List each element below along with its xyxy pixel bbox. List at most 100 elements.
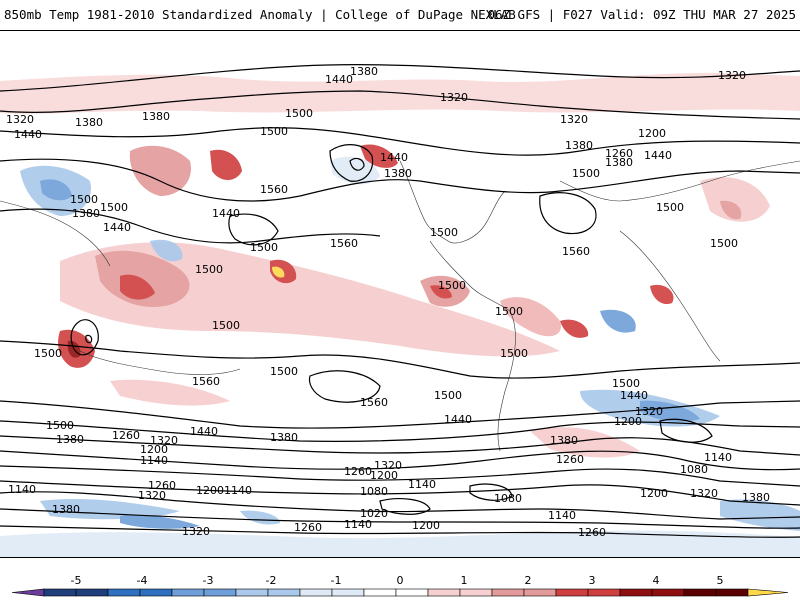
contour-label-1500: 1500 [710, 237, 738, 250]
contour-label-1320: 1320 [690, 487, 718, 500]
map-title: 850mb Temp 1981-2010 Standardized Anomal… [4, 7, 516, 22]
contour-label-1500: 1500 [285, 107, 313, 120]
colorbar-swatch-min-arrow [11, 588, 45, 597]
colorbar-swatch [235, 588, 269, 597]
contour-label-1440: 1440 [380, 151, 408, 164]
contour-label-1380: 1380 [550, 434, 578, 447]
warm-anomaly-shading [0, 72, 800, 458]
contour-label-1500: 1500 [270, 365, 298, 378]
colorbar-swatch [171, 588, 205, 597]
contour-label-1500: 1500 [34, 347, 62, 360]
contour-label-1380: 1380 [605, 156, 633, 169]
colorbar-svg: -5 -4 -3 -2 -1 0 1 2 3 4 5 [11, 574, 789, 597]
contour-label-1320: 1320 [718, 69, 746, 82]
contour-label-1380: 1380 [52, 503, 80, 516]
contour-label-1140: 1140 [408, 478, 436, 491]
contour-label-1500: 1500 [100, 201, 128, 214]
contour-label-1500: 1500 [430, 226, 458, 239]
contour-label-1500: 1500 [70, 193, 98, 206]
colorbar-tick-labels: -5 -4 -3 -2 -1 0 1 2 3 4 5 [71, 574, 724, 587]
colorbar-swatch [459, 588, 493, 597]
contour-label-1320: 1320 [440, 91, 468, 104]
contour-label-1080: 1080 [360, 485, 388, 498]
contour-label-1380: 1380 [270, 431, 298, 444]
contour-label-1440: 1440 [212, 207, 240, 220]
contour-label-1080: 1080 [680, 463, 708, 476]
contour-label-1380: 1380 [350, 65, 378, 78]
contour-label-1200: 1200 [140, 443, 168, 456]
contour-label-1320: 1320 [138, 489, 166, 502]
contour-label-1260: 1260 [148, 479, 176, 492]
contour-label-1260: 1260 [294, 521, 322, 534]
contour-label-1200: 1200 [412, 519, 440, 532]
contour-label-1440: 1440 [190, 425, 218, 438]
colorbar-swatch [587, 588, 621, 597]
contour-label-1560: 1560 [562, 245, 590, 258]
colorbar-swatch [363, 588, 397, 597]
model-valid-time: 06Z GFS | F027 Valid: 09Z THU MAR 27 202… [487, 7, 796, 22]
contour-label-1500: 1500 [46, 419, 74, 432]
colorbar-tick-label: 2 [525, 574, 532, 587]
contour-label-1200: 1200 [638, 127, 666, 140]
anomaly-map: 1380 1440 1320 1320 1320 1380 1380 1440 … [0, 30, 800, 558]
colorbar-swatch [107, 588, 141, 597]
colorbar-tick-label: -5 [71, 574, 82, 587]
contour-label-1260: 1260 [605, 147, 633, 160]
contour-label-1320: 1320 [560, 113, 588, 126]
contour-label-1500: 1500 [434, 389, 462, 402]
contour-label-1140: 1140 [140, 454, 168, 467]
colorbar-tick-label: 5 [717, 574, 724, 587]
contour-label-1260: 1260 [556, 453, 584, 466]
colorbar-swatch [683, 588, 717, 597]
contour-label-1440: 1440 [620, 389, 648, 402]
contour-label-1200: 1200 [614, 415, 642, 428]
contour-label-1500: 1500 [260, 125, 288, 138]
contour-label-1500: 1500 [195, 263, 223, 276]
colorbar-swatch [491, 588, 525, 597]
colorbar-swatch [715, 588, 749, 597]
contour-label-1260: 1260 [344, 465, 372, 478]
colorbar-swatch [43, 588, 77, 597]
colorbar-swatch-max-arrow [747, 588, 789, 597]
contour-label-1380: 1380 [75, 116, 103, 129]
colorbar-tick-label: 0 [397, 574, 404, 587]
contour-label-1380: 1380 [384, 167, 412, 180]
contour-label-1380: 1380 [72, 207, 100, 220]
contour-label-1380: 1380 [742, 491, 770, 504]
height-contours [0, 64, 800, 538]
contour-label-1140: 1140 [548, 509, 576, 522]
contour-label-1380: 1380 [142, 110, 170, 123]
colorbar-swatch [267, 588, 301, 597]
contour-label-1260: 1260 [112, 429, 140, 442]
contour-label-1440: 1440 [14, 128, 42, 141]
contour-label-1500: 1500 [495, 305, 523, 318]
contour-label-1320: 1320 [6, 113, 34, 126]
contour-label-1320: 1320 [182, 525, 210, 538]
contour-label-1200: 1200 [640, 487, 668, 500]
colorbar-tick-label: -2 [266, 574, 277, 587]
contour-label-1500: 1500 [612, 377, 640, 390]
contour-label-1500: 1500 [250, 241, 278, 254]
contour-labels: 1380 1440 1320 1320 1320 1380 1380 1440 … [6, 65, 770, 539]
colorbar-swatch [427, 588, 461, 597]
colorbar-swatch [523, 588, 557, 597]
colorbar-tick-label: -4 [137, 574, 148, 587]
contour-label-1500: 1500 [656, 201, 684, 214]
colorbar-swatch [299, 588, 333, 597]
contour-label-1380: 1380 [565, 139, 593, 152]
colorbar-tick-label: -3 [203, 574, 214, 587]
contour-label-1500: 1500 [500, 347, 528, 360]
coastlines [0, 160, 800, 452]
contour-label-1140: 1140 [344, 518, 372, 531]
contour-label-1140: 1140 [704, 451, 732, 464]
contour-label-1140: 1140 [8, 483, 36, 496]
contour-label-1560: 1560 [192, 375, 220, 388]
contour-label-1500: 1500 [212, 319, 240, 332]
contour-label-1140: 1140 [224, 484, 252, 497]
contour-label-1320: 1320 [374, 459, 402, 472]
colorbar-swatch [75, 588, 109, 597]
contour-label-1200: 1200 [370, 469, 398, 482]
colorbar-swatch [555, 588, 589, 597]
contour-label-1500: 1500 [572, 167, 600, 180]
contour-label-1560: 1560 [260, 183, 288, 196]
